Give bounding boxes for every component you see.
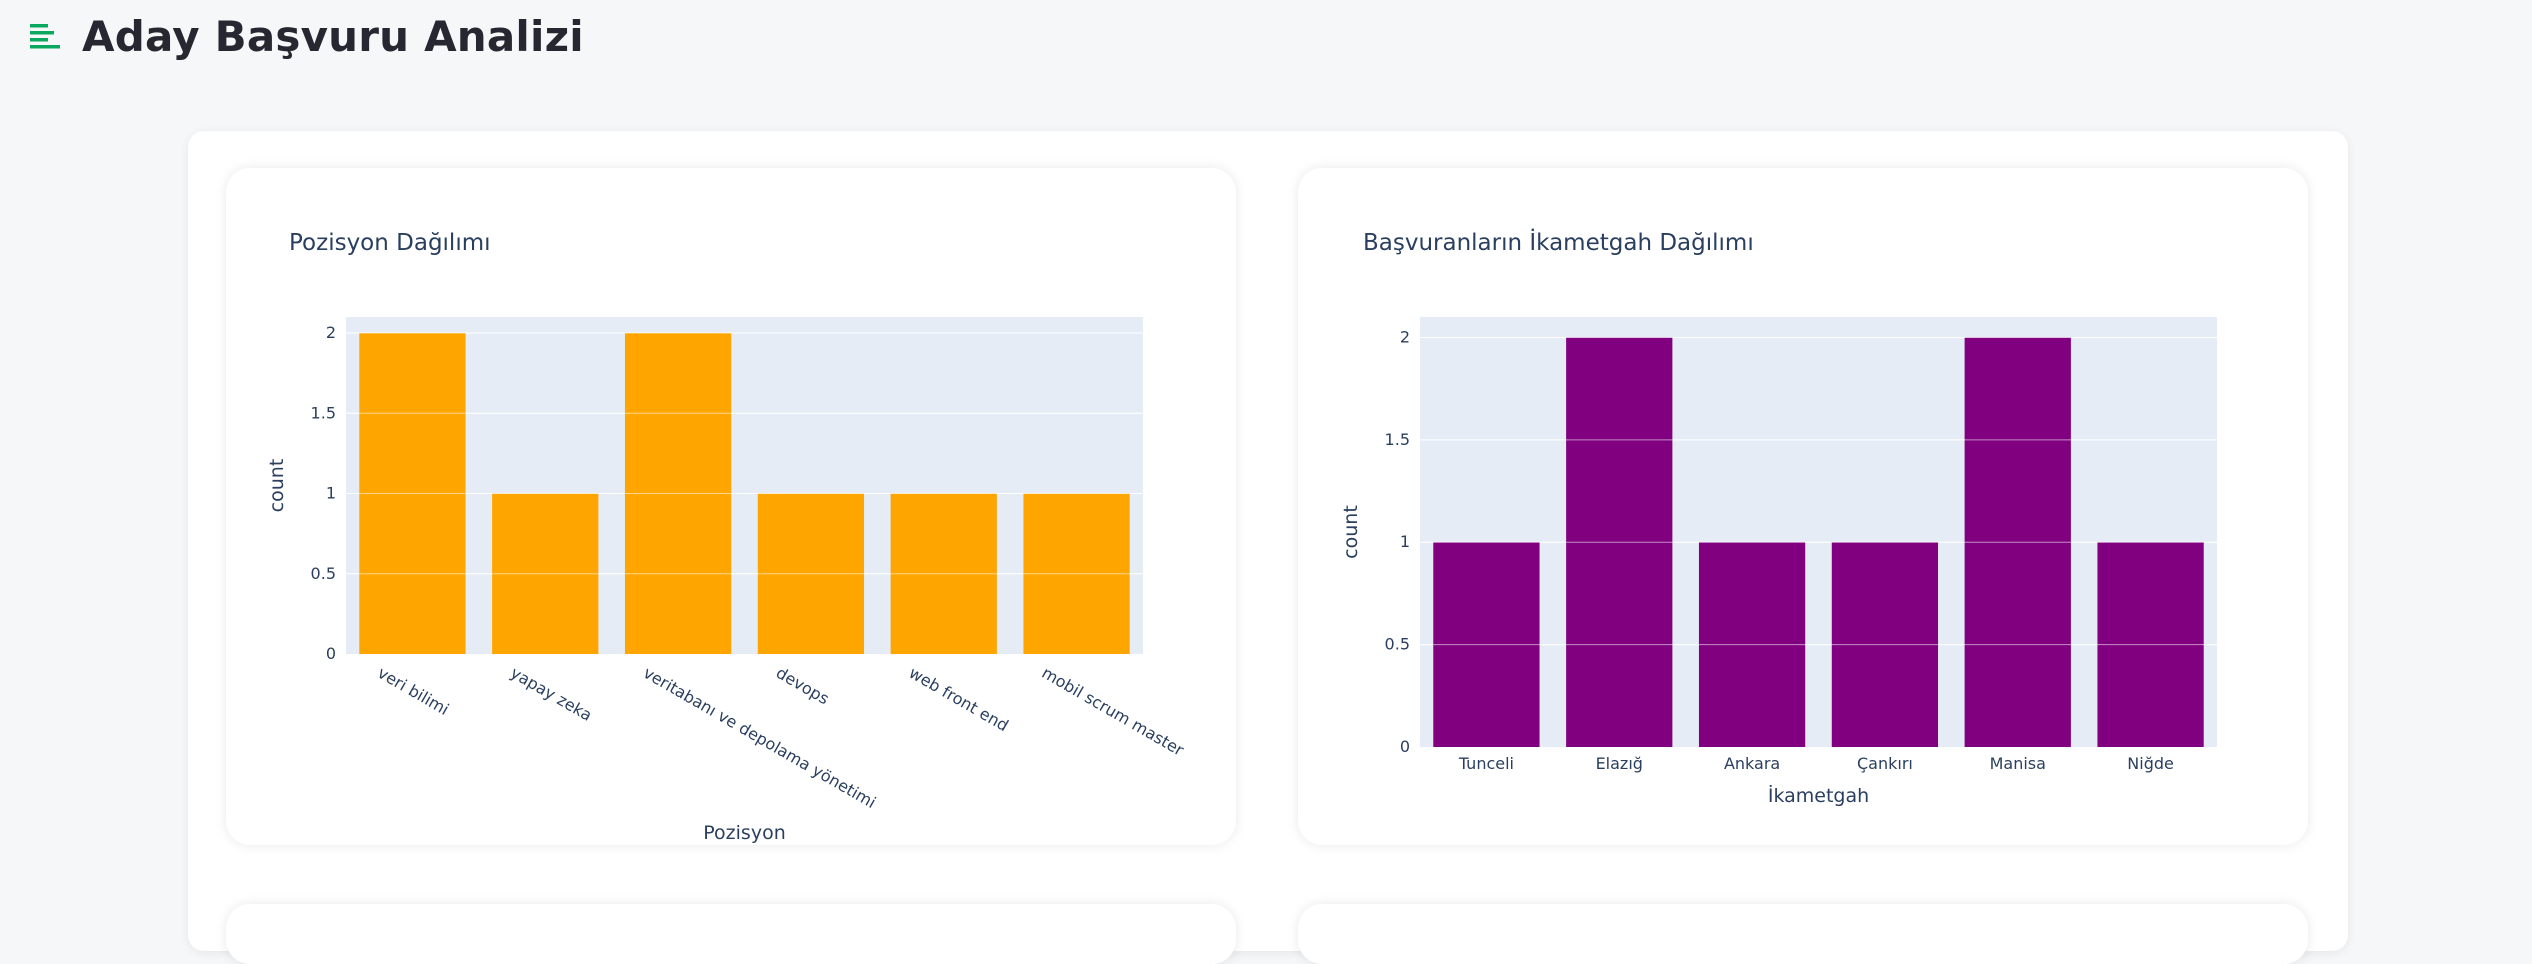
menu-lines-icon[interactable] (30, 23, 60, 49)
x-tick-label: Tunceli (1458, 754, 1514, 773)
chart-card-position: Pozisyon Dağılımı 0 0.5 1 1.5 2 veri bilimi yap… (226, 168, 1236, 845)
chart-card-lower-left (226, 904, 1236, 964)
chart-card-residence: Başvuranların İkametgah Dağılımı 0 0.5 1 1.5… (1298, 168, 2308, 845)
chart-card-lower-right (1298, 904, 2308, 964)
page-title: Aday Başvuru Analizi (82, 11, 584, 61)
chart-title: Başvuranların İkametgah Dağılımı (1363, 228, 1754, 256)
y-tick-label: 1 (1400, 532, 1410, 551)
x-tick-label: Elazığ (1596, 754, 1643, 773)
x-tick-label: Niğde (2127, 754, 2174, 773)
x-tick-label: veritabanı ve depolama yönetimi (640, 663, 879, 812)
x-tick-label: Manisa (1990, 754, 2046, 773)
x-tick-label: web front end (906, 663, 1012, 735)
page-header: Aday Başvuru Analizi (30, 6, 584, 66)
x-tick-label: Çankırı (1857, 754, 1913, 773)
y-tick-label: 2 (1400, 327, 1410, 346)
x-tick-label: mobil scrum master (1039, 663, 1188, 760)
y-tick-label: 0 (1400, 737, 1410, 756)
y-tick-label: 0.5 (1385, 635, 1410, 654)
plot-area (1420, 317, 2217, 747)
x-axis-title: İkametgah (1768, 784, 1869, 807)
y-tick-label: 0 (326, 644, 336, 663)
y-tick-label: 1.5 (311, 403, 336, 422)
y-axis-title: count (1340, 505, 1362, 559)
x-axis-title: Pozisyon (703, 822, 785, 844)
chart-title: Pozisyon Dağılımı (289, 230, 491, 256)
y-tick-label: 0.5 (311, 564, 336, 583)
x-tick-label: Ankara (1724, 754, 1780, 773)
y-tick-label: 1 (326, 484, 336, 503)
plot-area (346, 317, 1143, 654)
y-axis-title: count (266, 459, 288, 513)
residence-bar-chart: Başvuranların İkametgah Dağılımı 0 0.5 1 1.5… (1340, 228, 2217, 807)
position-bar-chart: Pozisyon Dağılımı 0 0.5 1 1.5 2 veri bilimi yap… (266, 230, 1188, 844)
x-tick-label: devops (773, 663, 833, 708)
x-tick-label: yapay zeka (507, 663, 595, 725)
y-tick-label: 1.5 (1385, 430, 1410, 449)
y-tick-label: 2 (326, 323, 336, 342)
x-tick-label: veri bilimi (374, 663, 452, 719)
